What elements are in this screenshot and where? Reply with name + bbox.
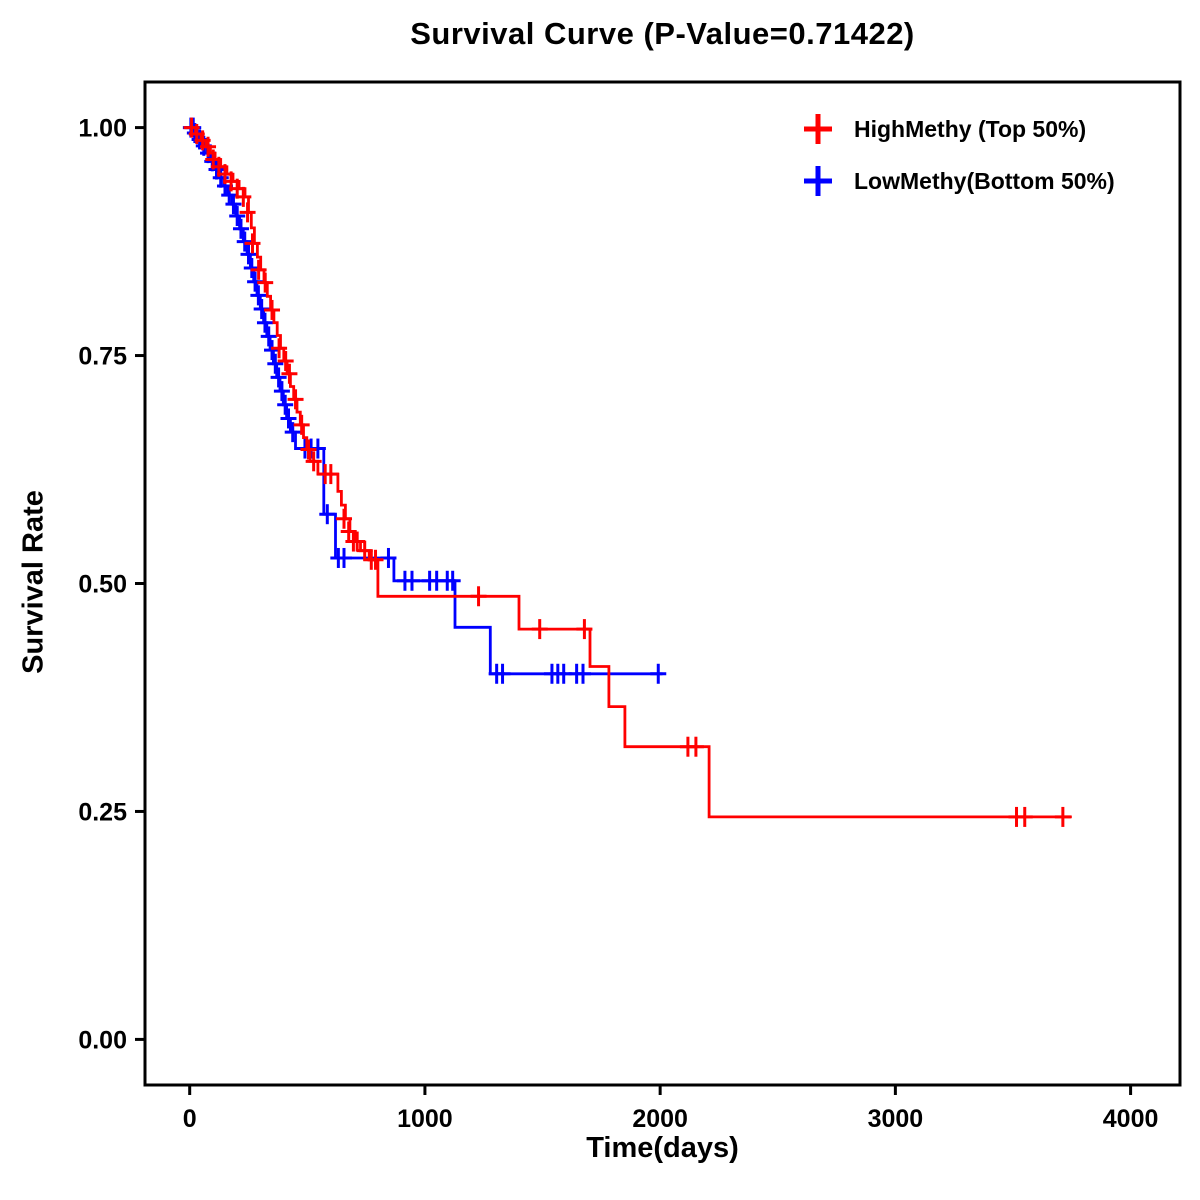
legend-label-highmethy: HighMethy (Top 50%) xyxy=(854,115,1087,142)
legend-item-lowmethy: LowMethy(Bottom 50%) xyxy=(800,162,1115,200)
legend-item-highmethy: HighMethy (Top 50%) xyxy=(800,110,1115,148)
y-tick-label: 0.00 xyxy=(78,1026,127,1054)
chart-legend: HighMethy (Top 50%) LowMethy(Bottom 50%) xyxy=(800,110,1115,200)
x-tick-label: 4000 xyxy=(1103,1105,1159,1133)
x-tick-label: 3000 xyxy=(868,1105,924,1133)
x-tick-label: 0 xyxy=(183,1105,197,1133)
chart-title: Survival Curve (P-Value=0.71422) xyxy=(410,16,915,51)
legend-label-lowmethy: LowMethy(Bottom 50%) xyxy=(854,167,1115,194)
plot-border xyxy=(143,80,1182,1087)
y-tick-label: 1.00 xyxy=(78,115,127,143)
plus-marker-icon xyxy=(804,114,832,144)
x-tick-label: 1000 xyxy=(397,1105,453,1133)
y-tick-label: 0.25 xyxy=(78,798,127,826)
plus-marker-icon xyxy=(804,166,832,196)
highmethy-curve xyxy=(189,126,1072,819)
y-tick-label: 0.75 xyxy=(78,343,127,371)
y-tick-label: 0.50 xyxy=(78,571,127,599)
x-tick-label: 2000 xyxy=(632,1105,688,1133)
x-axis-label: Time(days) xyxy=(586,1132,739,1164)
lowmethy-curve xyxy=(189,126,663,676)
